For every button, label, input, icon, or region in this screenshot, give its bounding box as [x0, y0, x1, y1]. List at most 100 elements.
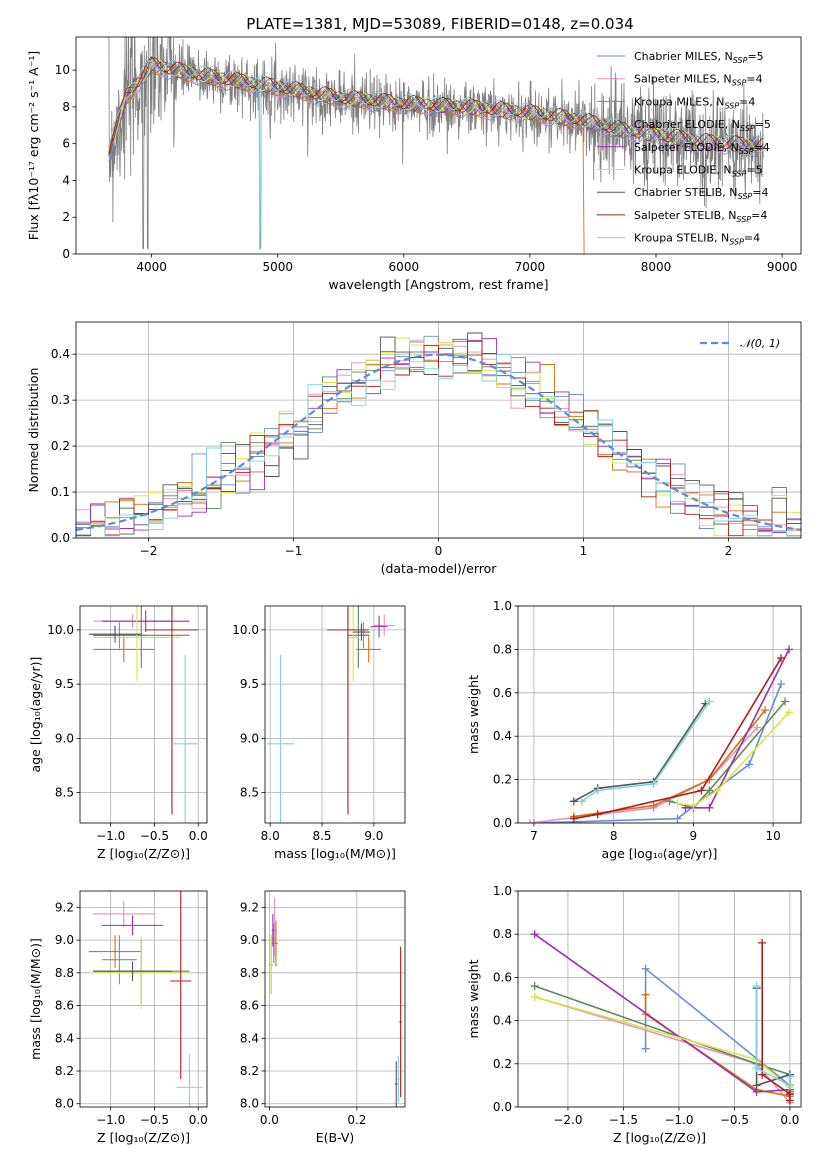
data-point	[525, 819, 534, 823]
data-point	[758, 938, 767, 947]
y-tick-label: 4	[62, 173, 70, 187]
y-tick-label: 8.6	[55, 999, 74, 1013]
y-tick-label: 8.5	[55, 786, 74, 800]
y-tick-label: 0.2	[51, 439, 70, 453]
y-axis-label: mass weight	[466, 959, 481, 1038]
legend-text: Chabrier STELIB, N	[634, 186, 738, 199]
mass-weight-line	[534, 996, 791, 1089]
axes-frame	[75, 36, 802, 255]
legend-nssp: =4	[744, 232, 760, 245]
y-tick-label: 0.4	[51, 347, 70, 361]
data-point	[529, 819, 538, 823]
plot-area	[267, 606, 395, 823]
x-axis-label: age [log₁₀(age/yr)]	[602, 846, 718, 861]
data-point	[641, 990, 650, 999]
panel-mass-ebv: 0.0 0.2 8.0 8.2 8.4 8.6 8.8 9.0 9.2 E(B-V)	[240, 890, 406, 1145]
axes-frame	[264, 605, 406, 824]
data-point	[673, 799, 682, 808]
legend-label: Chabrier STELIB, NSSP=4	[634, 186, 768, 201]
y-tick-label: 0.3	[51, 393, 70, 407]
y-axis-label: age [log₁₀(age/yr)]	[28, 657, 43, 773]
x-tick-label: −1.5	[609, 1113, 638, 1127]
spectrum-title: PLATE=1381, MJD=53089, FIBERID=0148, z=0…	[246, 15, 633, 33]
x-tick-label: 0.0	[780, 1113, 799, 1127]
y-tick-label: 10	[55, 63, 70, 77]
y-tick-label: 9.5	[240, 677, 259, 691]
y-tick-label: 0.6	[493, 970, 512, 984]
y-tick-label: 8.0	[240, 1097, 259, 1111]
y-tick-label: 9.0	[240, 731, 259, 745]
axes-frame	[517, 890, 802, 1108]
data-point	[745, 760, 754, 769]
model-spectrum	[108, 56, 764, 155]
legend-sub: SSP	[732, 79, 747, 88]
data-point	[785, 708, 794, 717]
panel-mass-weight-metallicity: −2.0 −1.5 −1.0 −0.5 0.0 0.0 0.2 0.4 0.6 0.8 1.0 Z […	[466, 884, 802, 1145]
y-tick-label: 0.4	[493, 1014, 512, 1028]
data-point	[530, 992, 539, 1001]
x-tick-label: −0.5	[140, 829, 169, 843]
panel-mass-weight-age: 7 8 9 10 0.0 0.2 0.4 0.6 0.8 1.0 age [log₁₀(age/yr…	[466, 599, 802, 861]
y-tick-label: 9.5	[55, 677, 74, 691]
data-point	[785, 1096, 794, 1105]
data-point	[777, 654, 786, 663]
y-tick-label: 8.0	[55, 1097, 74, 1111]
y-tick-label: 8.6	[240, 999, 259, 1013]
legend-label: Salpeter STELIB, NSSP=4	[634, 209, 767, 224]
mass-weight-line	[581, 701, 710, 802]
mass-weight-line	[573, 657, 782, 820]
y-tick-label: 0.4	[493, 729, 512, 743]
y-tick-label: 8	[62, 100, 70, 114]
y-axis-label: mass weight	[466, 675, 481, 754]
plot-area	[88, 606, 199, 823]
y-tick-label: 0.1	[51, 485, 70, 499]
legend-nssp: =5	[755, 118, 771, 131]
x-tick-label: 0.0	[260, 1113, 279, 1127]
data-point	[705, 697, 714, 706]
data-point	[649, 801, 658, 810]
data-point	[641, 964, 650, 973]
data-point	[649, 779, 658, 788]
y-tick-label: 0.0	[493, 816, 512, 830]
x-tick-label: −1	[285, 544, 303, 558]
model-spectrum	[108, 62, 764, 159]
model-spectrum	[108, 57, 764, 157]
x-axis-label: Z [log₁₀(Z/Z⊙)]	[613, 1130, 706, 1145]
legend-label: Salpeter ELODIE, NSSP=4	[634, 141, 770, 156]
plots-layer: 4000 5000 6000 7000 8000 90000246810wavelengt…	[26, 36, 802, 1145]
y-tick-label: 0.0	[51, 531, 70, 545]
y-tick-label: 9.2	[240, 900, 259, 914]
legend-nssp: =5	[747, 50, 763, 63]
legend-sub: SSP	[724, 101, 739, 110]
legend-label: 𝒩(0, 1)	[740, 337, 780, 350]
legend-text: Kroupa MILES, N	[634, 95, 724, 108]
residual-histogram	[76, 354, 801, 537]
data-point	[705, 803, 714, 812]
y-tick-label: 0.0	[493, 1100, 512, 1114]
legend-label: Kroupa STELIB, NSSP=4	[634, 232, 760, 247]
data-point	[593, 810, 602, 819]
data-point	[781, 697, 790, 706]
data-point	[673, 814, 682, 823]
data-point	[752, 1081, 761, 1090]
y-tick-label: 8.4	[240, 1031, 259, 1045]
x-tick-label: −1.0	[664, 1113, 693, 1127]
panel-age-metallicity: −1.0 −0.5 0.0 8.5 9.0 9.5 10.0 Z [log₁₀(Z/Z⊙)] a…	[28, 605, 208, 861]
x-tick-label: −1.0	[96, 829, 125, 843]
x-tick-label: 8.5	[312, 829, 331, 843]
mass-weight-line	[534, 933, 790, 1093]
residual-histogram	[76, 340, 801, 537]
y-tick-label: 8.2	[240, 1064, 259, 1078]
panel-mass-metallicity: −1.0 −0.5 0.0 8.0 8.2 8.4 8.6 8.8 9.0 9.2 Z [log₁₀…	[28, 890, 208, 1145]
legend-text: Chabrier ELODIE, N	[634, 118, 740, 131]
mass-weight-line	[533, 683, 782, 823]
legend-text: Kroupa ELODIE, N	[634, 164, 732, 177]
x-tick-label: 8	[610, 829, 618, 843]
y-axis-label: Normed distribution	[26, 368, 41, 493]
y-tick-label: 9.0	[55, 933, 74, 947]
data-point	[705, 786, 714, 795]
y-axis-label: mass [log₁₀(M/M⊙)]	[28, 938, 43, 1060]
data-point	[641, 1044, 650, 1053]
model-spectrum	[108, 65, 585, 254]
